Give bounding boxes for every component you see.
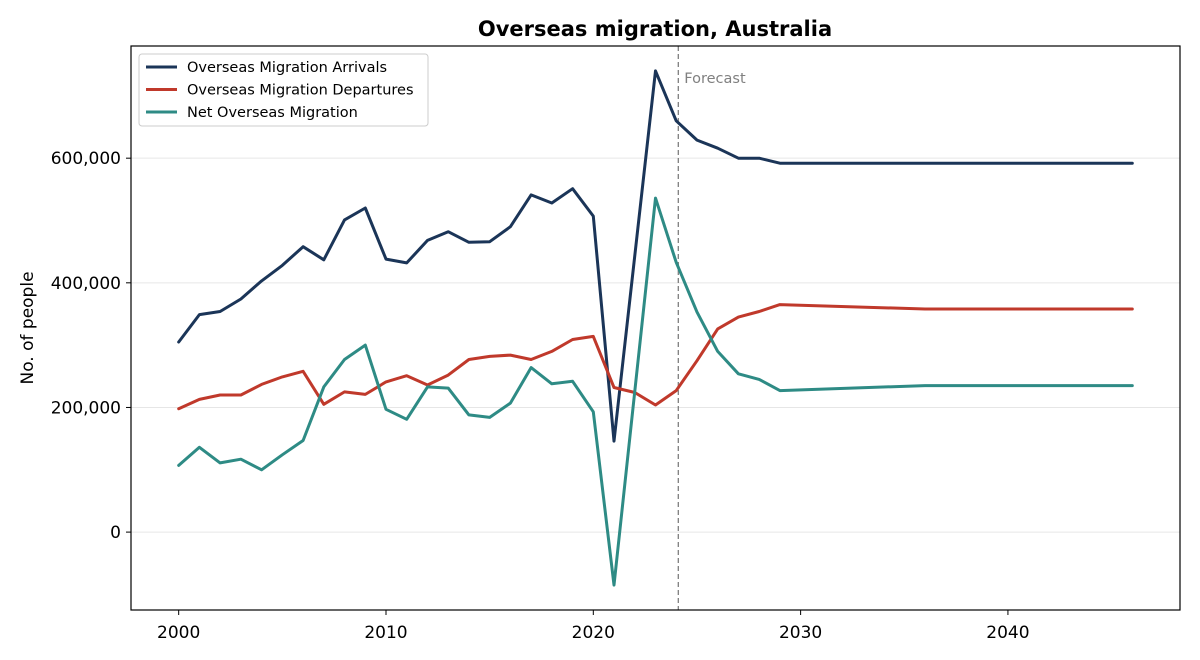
series-line-overseas-migration-departures [177, 303, 1134, 411]
x-tick-label: 2010 [364, 623, 407, 643]
legend-label: Overseas Migration Arrivals [187, 60, 387, 76]
plot-frame [130, 45, 1181, 611]
chart-title: Overseas migration, Australia [478, 17, 832, 41]
gridlines [131, 157, 1180, 533]
x-tick-label: 2020 [572, 623, 615, 643]
y-tick-label: 0 [110, 523, 121, 543]
series-line-net-overseas-migration [177, 196, 1134, 587]
forecast-annotation: Forecast [684, 71, 746, 87]
x-tick-label: 2000 [157, 623, 200, 643]
series-line-overseas-migration-arrivals [177, 69, 1134, 443]
legend-label: Overseas Migration Departures [187, 83, 414, 99]
series-lines [177, 69, 1134, 587]
x-tick-label: 2030 [779, 623, 822, 643]
forecast-marker: Forecast [677, 46, 746, 610]
legend-box [138, 53, 429, 127]
y-axis: 0 200,000 400,000 600,000 [51, 149, 131, 543]
x-axis: 2000 2010 2020 2030 2040 [157, 610, 1030, 643]
y-tick-label: 600,000 [51, 149, 121, 169]
legend: Overseas Migration Arrivals Overseas Migr… [138, 53, 429, 127]
y-axis-label: No. of people [18, 271, 38, 384]
y-tick-label: 200,000 [51, 398, 121, 418]
x-tick-label: 2040 [986, 623, 1029, 643]
legend-label: Net Overseas Migration [187, 105, 358, 121]
y-tick-label: 400,000 [51, 274, 121, 294]
